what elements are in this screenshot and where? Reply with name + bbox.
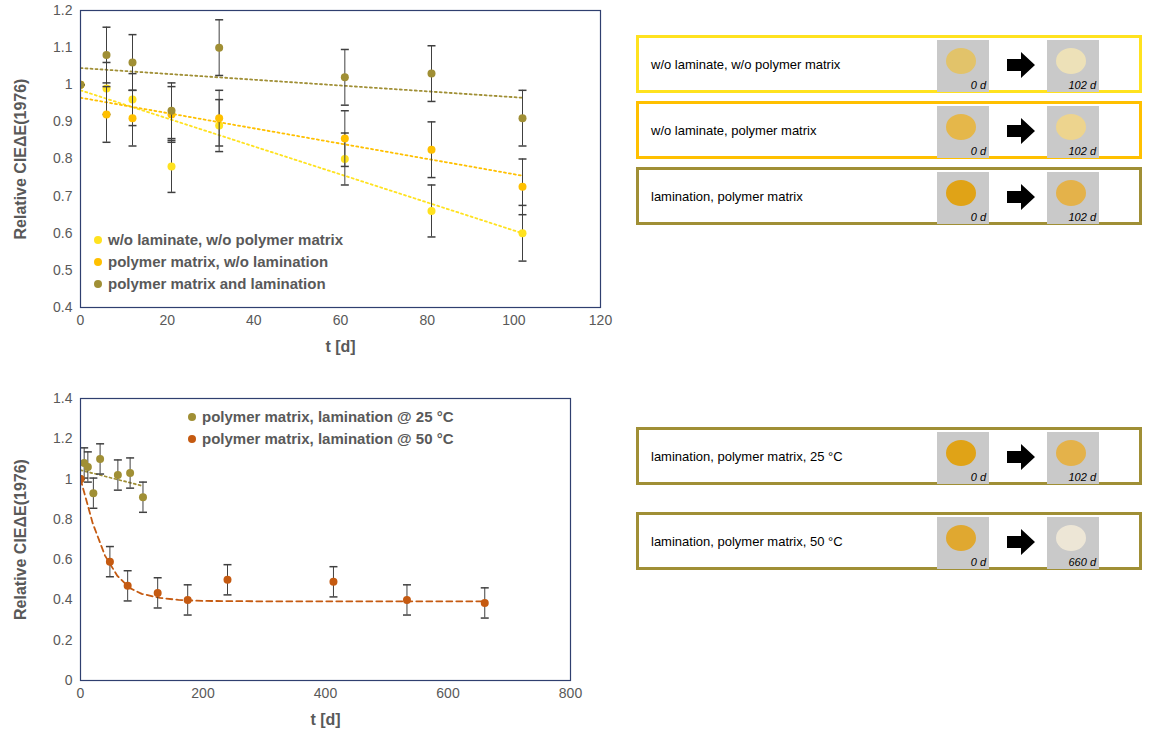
html-text:polymer matrix, lamination @ 5: polymer matrix, lamination @ 50 °C xyxy=(202,430,454,447)
svg-text:120: 120 xyxy=(589,312,613,328)
html-text:polymer matrix, lamination @ 2: polymer matrix, lamination @ 25 °C xyxy=(202,408,454,425)
svg-text:0.4: 0.4 xyxy=(53,591,73,607)
html-text:w/o laminate, w/o polymer matr: w/o laminate, w/o polymer matrix xyxy=(651,56,841,72)
html-text:0 d: 0 d xyxy=(970,145,986,157)
svg-text:1.4: 1.4 xyxy=(53,390,73,406)
html-text:102 d: 102 d xyxy=(1068,145,1096,157)
svg-text:Relative CIEΔE(1976): Relative CIEΔE(1976) xyxy=(12,459,29,620)
svg-text:0: 0 xyxy=(77,685,85,701)
svg-text:1: 1 xyxy=(65,471,73,487)
html-text:0 d: 0 d xyxy=(970,471,986,483)
svg-text:1.1: 1.1 xyxy=(53,39,73,55)
svg-text:200: 200 xyxy=(191,685,215,701)
svg-text:1.2: 1.2 xyxy=(53,430,73,446)
html-text:660 d: 660 d xyxy=(1068,556,1096,568)
html-text:lamination, polymer matrix, 50: lamination, polymer matrix, 50 °C xyxy=(651,533,843,549)
svg-text:0.8: 0.8 xyxy=(53,511,73,527)
svg-text:0: 0 xyxy=(77,312,85,328)
svg-text:80: 80 xyxy=(419,312,435,328)
html-text:0 d: 0 d xyxy=(970,211,986,223)
svg-text:60: 60 xyxy=(333,312,349,328)
svg-text:1: 1 xyxy=(65,76,73,92)
svg-text:600: 600 xyxy=(436,685,460,701)
svg-text:0.4: 0.4 xyxy=(53,299,73,315)
svg-text:0.8: 0.8 xyxy=(53,150,73,166)
html-text:polymer matrix and lamination: polymer matrix and lamination xyxy=(108,275,326,292)
html-text:0 d: 0 d xyxy=(970,79,986,91)
svg-text:t [d]: t [d] xyxy=(325,338,355,355)
svg-text:0.7: 0.7 xyxy=(53,188,73,204)
svg-text:1.2: 1.2 xyxy=(53,2,73,18)
svg-text:0.5: 0.5 xyxy=(53,262,73,278)
svg-text:400: 400 xyxy=(314,685,338,701)
html-text:w/o laminate, polymer matrix: w/o laminate, polymer matrix xyxy=(651,122,817,138)
svg-text:40: 40 xyxy=(246,312,262,328)
svg-text:t [d]: t [d] xyxy=(310,711,340,728)
svg-text:Relative CIEΔE(1976): Relative CIEΔE(1976) xyxy=(12,79,29,240)
svg-text:0.6: 0.6 xyxy=(53,551,73,567)
svg-text:100: 100 xyxy=(502,312,526,328)
svg-text:0: 0 xyxy=(65,672,73,688)
html-text:lamination, polymer matrix: lamination, polymer matrix xyxy=(651,188,803,204)
svg-text:0.6: 0.6 xyxy=(53,225,73,241)
html-text:102 d: 102 d xyxy=(1068,471,1096,483)
svg-text:0.9: 0.9 xyxy=(53,113,73,129)
svg-text:800: 800 xyxy=(559,685,583,701)
html-text:102 d: 102 d xyxy=(1068,79,1096,91)
html-text:102 d: 102 d xyxy=(1068,211,1096,223)
html-text:lamination, polymer matrix, 25: lamination, polymer matrix, 25 °C xyxy=(651,448,843,464)
html-text:polymer matrix, w/o lamination: polymer matrix, w/o lamination xyxy=(108,253,329,270)
svg-text:0.2: 0.2 xyxy=(53,632,73,648)
svg-text:20: 20 xyxy=(159,312,175,328)
html-text:w/o laminate, w/o polymer matr: w/o laminate, w/o polymer matrix xyxy=(108,231,344,248)
html-text:0 d: 0 d xyxy=(970,556,986,568)
